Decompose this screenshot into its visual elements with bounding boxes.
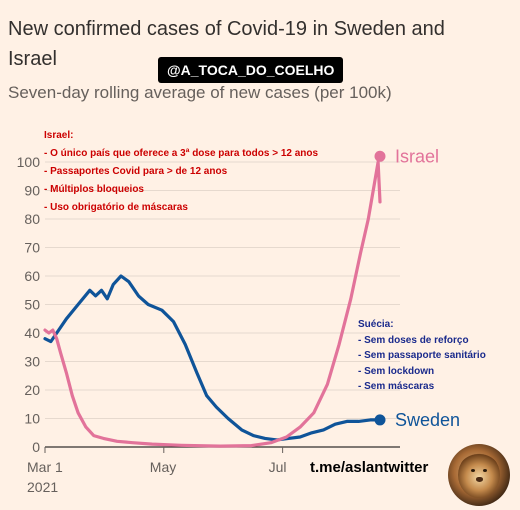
y-tick-label: 0 [32, 439, 40, 455]
lion-nose [476, 477, 483, 482]
lion-eye [483, 469, 487, 472]
y-tick-label: 90 [24, 183, 40, 199]
series-end-marker-sweden [374, 414, 386, 426]
x-axis-ticks: Mar 1 2021 May Jul [27, 447, 287, 495]
y-tick-label: 70 [24, 240, 40, 256]
y-tick-label: 40 [24, 325, 40, 341]
watermark-label: @A_TOCA_DO_COELHO [158, 57, 344, 83]
series-line-israel [43, 160, 382, 448]
lion-eye [471, 469, 475, 472]
series-label-israel: Israel [395, 146, 439, 166]
x-tick-label: May [150, 459, 176, 475]
series-labels: Sweden Israel [374, 146, 460, 430]
sweden-annotation-item: - Sem lockdown [358, 365, 435, 377]
y-tick-label: 80 [24, 211, 40, 227]
telegram-link[interactable]: t.me/aslantwitter [310, 459, 429, 476]
israel-annotation-item: - Passaportes Covid para > de 12 anos [44, 166, 228, 177]
y-tick-label: 30 [24, 354, 40, 370]
israel-annotation-item: - Múltiplos bloqueios [44, 184, 144, 195]
israel-annotation-item: - O único país que oferece a 3ª dose par… [44, 148, 319, 159]
series-lines [43, 160, 382, 448]
y-tick-label: 100 [17, 154, 41, 170]
y-tick-label: 50 [24, 297, 40, 313]
israel-annotation-heading: Israel: [44, 130, 74, 141]
israel-annotation-item: - Uso obrigatório de máscaras [44, 202, 188, 213]
israel-annotation: Israel: - O único país que oferece a 3ª … [44, 127, 318, 217]
sweden-annotation-item: - Sem doses de reforço [358, 334, 469, 346]
chart-title: New confirmed cases of Covid-19 in Swede… [8, 18, 445, 70]
series-line-sweden [43, 274, 382, 442]
y-tick-label: 10 [24, 411, 40, 427]
sweden-annotation-item: - Sem máscaras [358, 381, 435, 392]
x-tick-sublabel: 2021 [27, 479, 58, 495]
chart-subtitle: Seven-day rolling average of new cases (… [8, 83, 392, 102]
series-label-sweden: Sweden [395, 410, 460, 430]
sweden-annotation: Suécia: - Sem doses de reforço - Sem pas… [358, 317, 486, 395]
sweden-annotation-heading: Suécia: [358, 319, 394, 330]
lion-mane-shape [458, 452, 500, 498]
x-tick-label: Mar 1 [27, 459, 63, 475]
sweden-annotation-item: - Sem passaporte sanitário [358, 350, 486, 361]
lion-avatar [448, 444, 510, 506]
y-axis-ticks: 0 10 20 30 40 50 60 70 80 90 100 [17, 154, 41, 455]
y-tick-label: 60 [24, 268, 40, 284]
series-end-marker-israel [374, 150, 386, 162]
y-tick-label: 20 [24, 382, 40, 398]
x-tick-label: Jul [269, 459, 287, 475]
